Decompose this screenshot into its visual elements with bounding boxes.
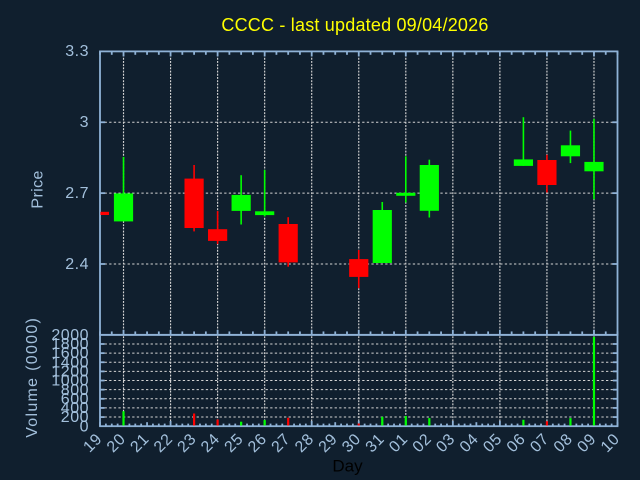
svg-text:200: 200 xyxy=(61,409,89,426)
svg-text:2000: 2000 xyxy=(51,327,89,344)
svg-text:Price: Price xyxy=(29,170,46,208)
svg-text:Day: Day xyxy=(332,457,363,476)
svg-text:3: 3 xyxy=(80,114,89,131)
svg-text:Volume (0000): Volume (0000) xyxy=(24,317,41,438)
svg-text:2.7: 2.7 xyxy=(65,185,89,202)
svg-text:1400: 1400 xyxy=(51,354,89,371)
svg-text:2.4: 2.4 xyxy=(65,256,89,273)
svg-text:1200: 1200 xyxy=(51,363,89,380)
svg-text:3.3: 3.3 xyxy=(65,43,89,60)
svg-text:1800: 1800 xyxy=(51,336,89,353)
svg-text:1000: 1000 xyxy=(51,373,89,390)
svg-text:800: 800 xyxy=(61,382,89,399)
svg-text:1600: 1600 xyxy=(51,345,89,362)
svg-text:0: 0 xyxy=(80,418,89,435)
svg-text:CCCC - last updated 09/04/2026: CCCC - last updated 09/04/2026 xyxy=(221,15,488,35)
svg-text:600: 600 xyxy=(61,391,89,408)
svg-text:400: 400 xyxy=(61,400,89,417)
